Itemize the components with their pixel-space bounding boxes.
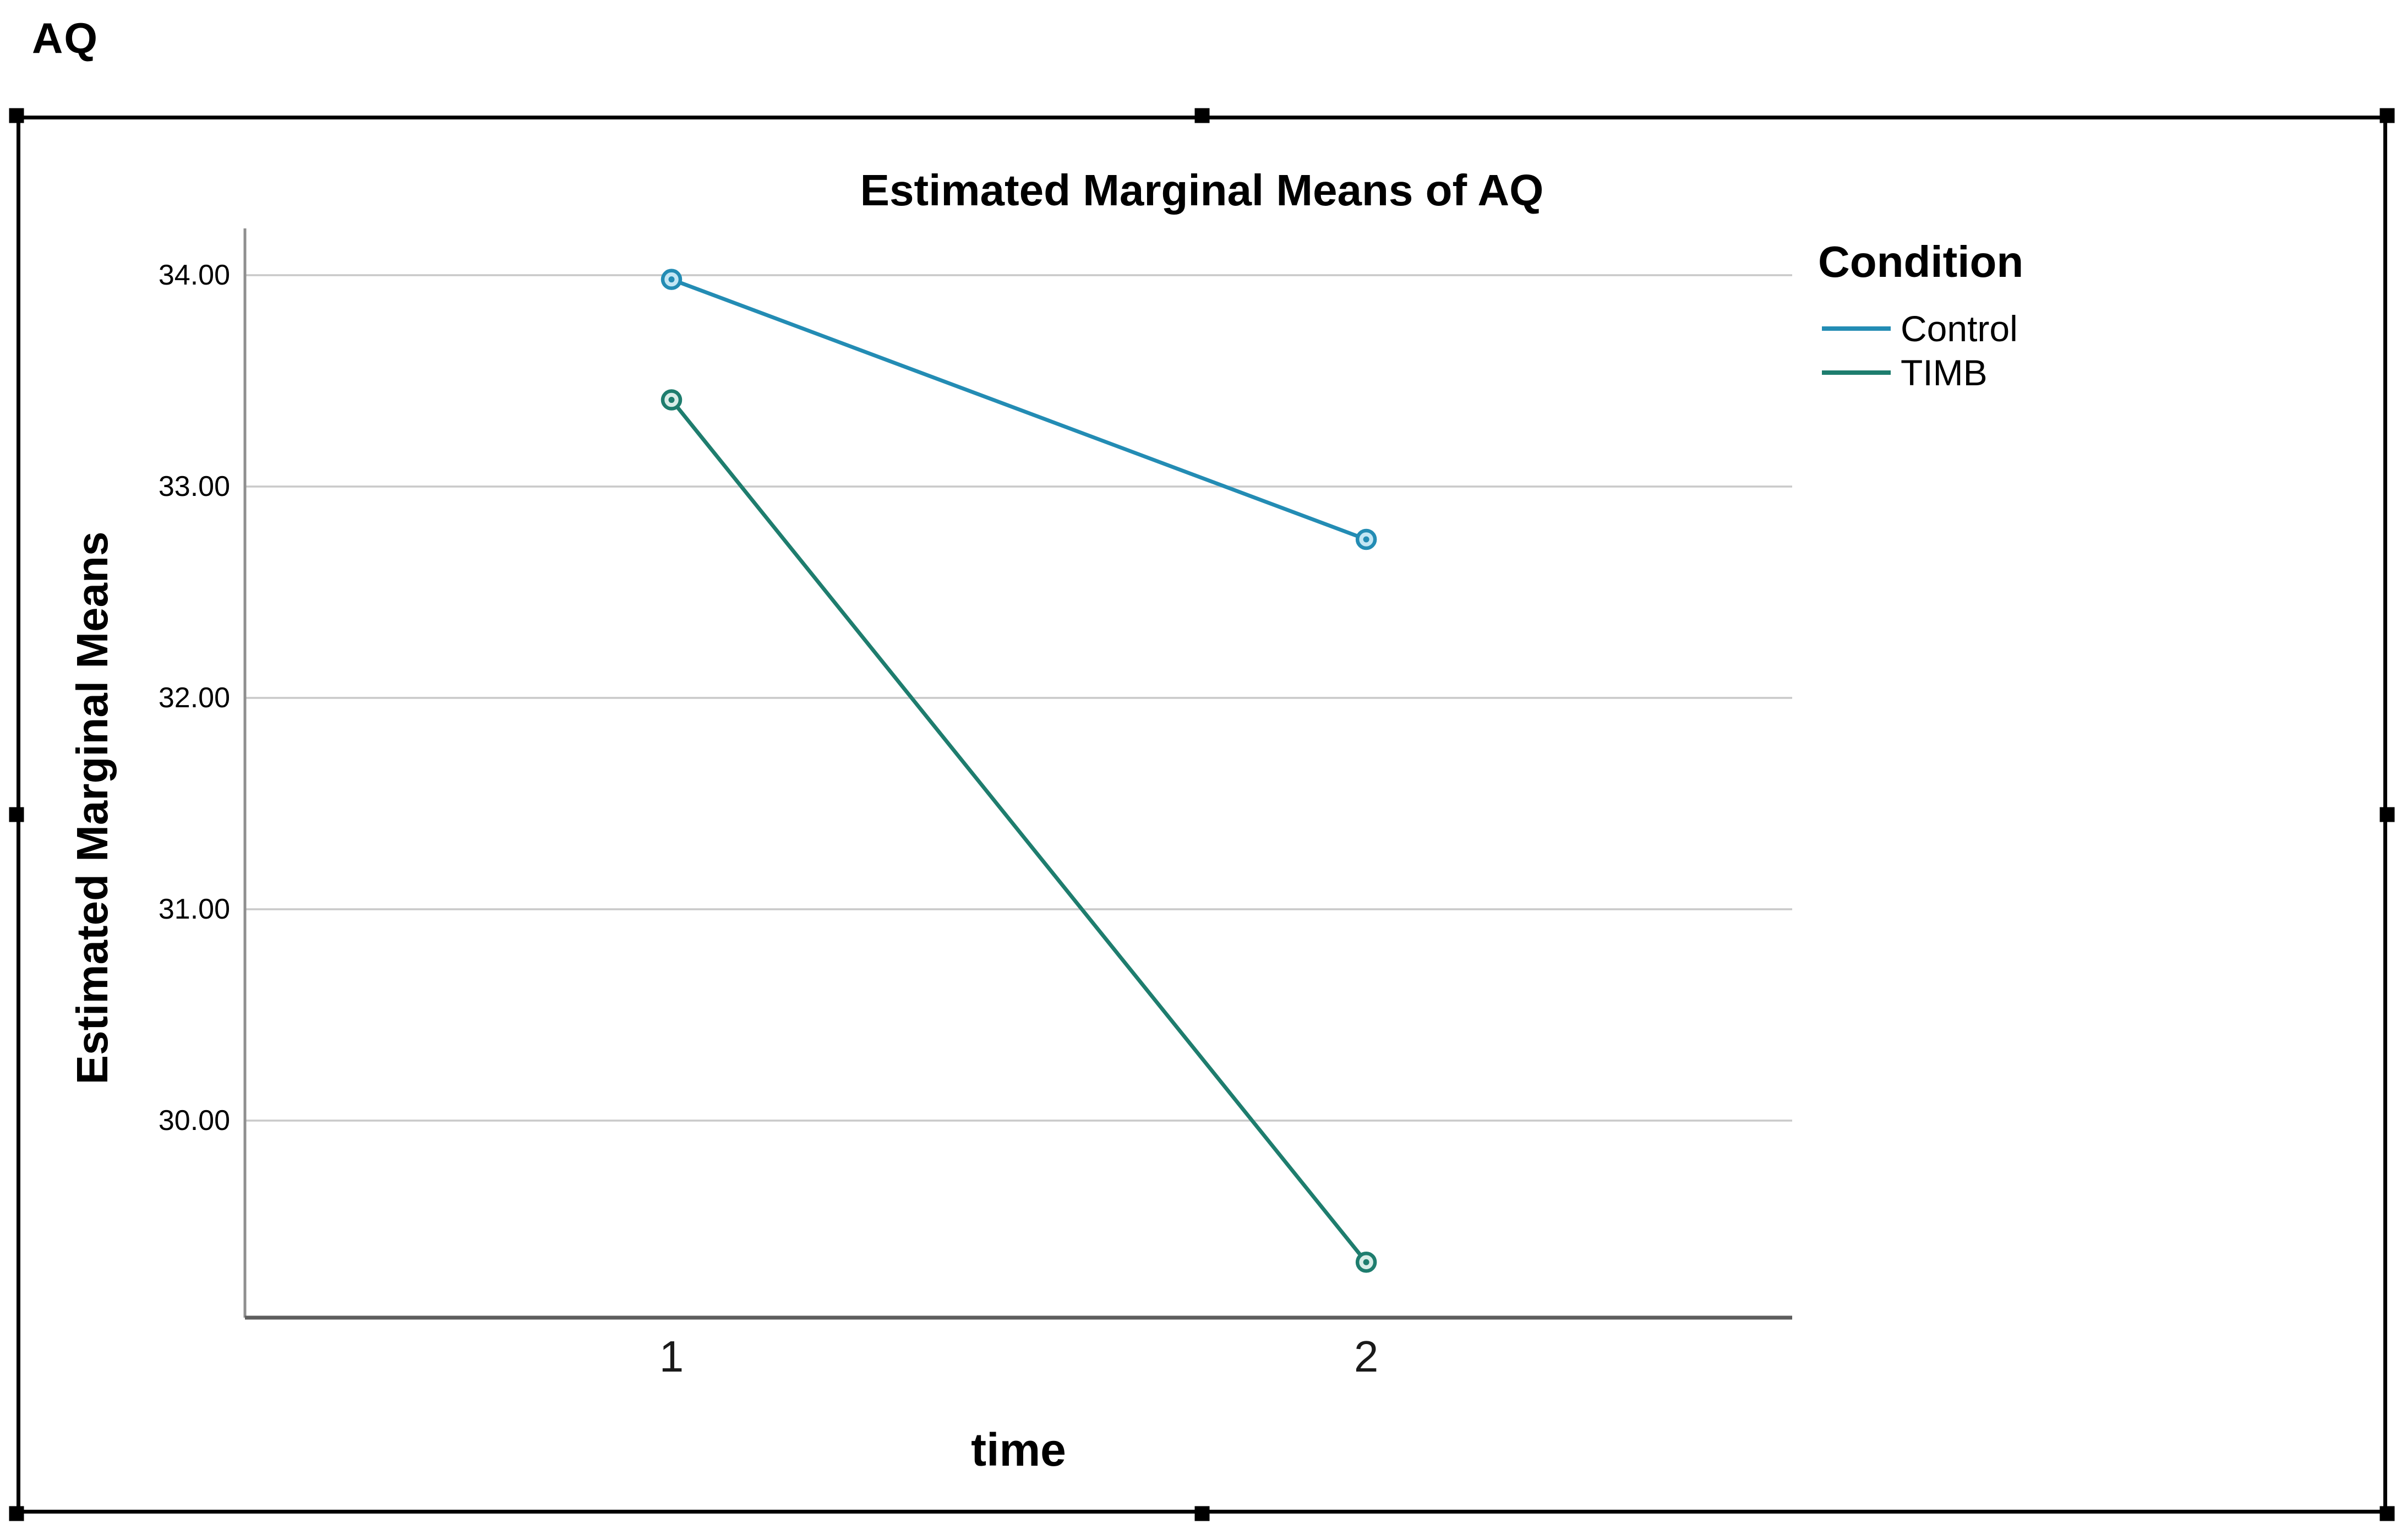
legend-label-control: Control xyxy=(1901,308,2018,349)
legend-line-swatch-timb xyxy=(1822,370,1891,375)
y-tick-label: 33.00 xyxy=(158,471,230,503)
selection-handle-bottom-left[interactable] xyxy=(9,1506,24,1521)
x-tick-label: 1 xyxy=(659,1332,684,1381)
chart-title: Estimated Marginal Means of AQ xyxy=(860,166,1544,215)
y-axis-title: Estimated Marginal Means xyxy=(68,531,117,1085)
y-tick-label: 34.00 xyxy=(158,259,230,291)
chart-object-frame[interactable] xyxy=(17,116,2387,1514)
selection-handle-bottom-right[interactable] xyxy=(2379,1506,2395,1521)
selection-handle-top-middle[interactable] xyxy=(1194,108,1210,123)
legend-entry-timb: TIMB xyxy=(1822,351,1988,394)
selection-handle-top-left[interactable] xyxy=(9,108,24,123)
selection-handle-right-middle[interactable] xyxy=(2379,807,2395,822)
legend-title: Condition xyxy=(1818,237,2024,286)
x-tick-label: 2 xyxy=(1353,1332,1379,1381)
selection-handle-bottom-middle[interactable] xyxy=(1194,1506,1210,1521)
x-axis-title: time xyxy=(971,1424,1066,1476)
y-tick-label: 32.00 xyxy=(158,682,230,714)
legend-line-swatch-control xyxy=(1822,326,1891,331)
selection-handle-top-right[interactable] xyxy=(2379,108,2395,123)
output-item-label: AQ xyxy=(32,14,99,62)
selection-handle-left-middle[interactable] xyxy=(9,807,24,822)
legend-label-timb: TIMB xyxy=(1901,352,1988,393)
y-tick-label: 30.00 xyxy=(158,1105,230,1137)
y-tick-label: 31.00 xyxy=(158,893,230,925)
legend-entry-control: Control xyxy=(1822,307,2018,350)
